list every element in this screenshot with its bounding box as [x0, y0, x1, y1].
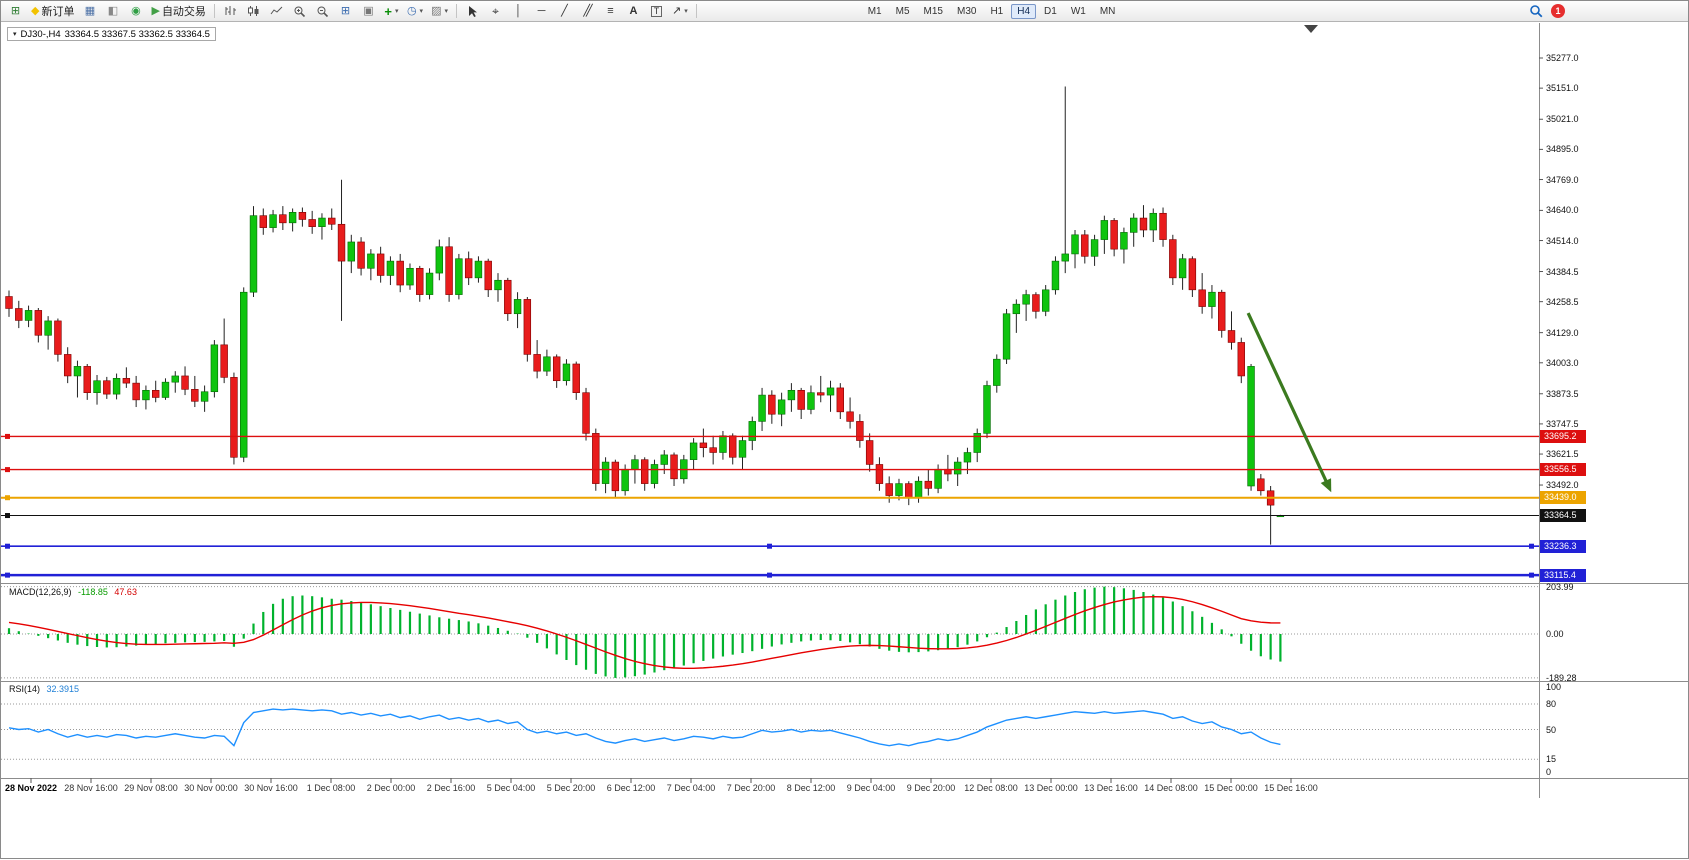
zoom-in-icon	[293, 5, 306, 18]
toolbar-separator	[213, 4, 215, 18]
templates-icon: ▨	[431, 4, 442, 17]
auto-trading-button[interactable]: ▶ 自动交易	[148, 2, 208, 20]
tile-windows-icon: ⊞	[340, 4, 351, 17]
channel-button[interactable]: ╱╱	[577, 2, 598, 20]
indicators-icon: +	[384, 3, 392, 19]
timeframe-button-mn[interactable]: MN	[1099, 5, 1116, 17]
timeframe-bar: M1 M5 M15 M30 H1 H4 D1 W1 MN	[861, 3, 1123, 19]
fibonacci-icon: ≡	[607, 4, 614, 17]
new-chart-button[interactable]: ⊞	[5, 2, 26, 20]
chevron-down-icon: ▾	[684, 8, 688, 15]
price-axis[interactable]	[1539, 22, 1689, 778]
trendline-icon: ╱	[561, 4, 568, 17]
macd-signal-line	[8, 595, 1281, 670]
trend-arrow-head	[1320, 478, 1332, 493]
cursor-button[interactable]	[462, 2, 483, 20]
timeframe-button-d1[interactable]: D1	[1044, 5, 1057, 17]
fibonacci-button[interactable]: ≡	[600, 2, 621, 20]
chevron-down-icon: ▾	[394, 8, 399, 15]
vertical-line-button[interactable]: │	[508, 2, 529, 20]
scroll-to-end-marker	[1304, 25, 1318, 33]
price-line-handle	[767, 572, 772, 578]
templates-button[interactable]: ▨ ▾	[428, 2, 451, 20]
price-line-handle	[5, 572, 10, 578]
price-line-handle	[5, 543, 10, 549]
line-chart-button[interactable]	[266, 2, 287, 20]
new-order-button[interactable]: ◆ 新订单	[28, 2, 77, 20]
rsi-line	[8, 708, 1281, 747]
navigator-icon: ◉	[131, 4, 141, 17]
cursor-icon	[467, 5, 478, 18]
timeframe-button-h1[interactable]: H1	[990, 5, 1004, 17]
text-label-icon: T	[650, 5, 663, 17]
horizontal-line-icon: ─	[537, 4, 546, 17]
search-icon[interactable]	[1529, 4, 1543, 18]
candles-layer	[5, 86, 1285, 545]
arrow-tool-icon: ↗	[671, 4, 682, 17]
price-line-handle	[1529, 543, 1534, 549]
auto-trading-label: 自动交易	[161, 6, 206, 18]
zoom-in-button[interactable]	[289, 2, 310, 20]
toolbar-right-icons: 1	[1529, 4, 1565, 18]
text-icon: A	[629, 4, 638, 17]
trendline-button[interactable]: ╱	[554, 2, 575, 20]
zoom-out-icon	[316, 5, 329, 18]
toolbar-separator	[695, 4, 697, 18]
text-label-button[interactable]: T	[646, 2, 667, 20]
data-window-button[interactable]: ◧	[102, 2, 123, 20]
cascade-windows-button[interactable]: ▣	[358, 2, 379, 20]
navigator-button[interactable]: ◉	[125, 2, 146, 20]
channel-icon: ╱╱	[583, 4, 592, 17]
timeframe-button-m15[interactable]: M15	[923, 5, 943, 17]
zoom-out-button[interactable]	[312, 2, 333, 20]
price-line-handle	[5, 495, 10, 501]
candlestick-chart-button[interactable]	[243, 2, 264, 20]
timeframe-button-h4[interactable]: H4	[1011, 3, 1037, 19]
price-line-handle	[1529, 572, 1534, 578]
timeframe-button-m5[interactable]: M5	[895, 5, 910, 17]
text-button[interactable]: A	[623, 2, 644, 20]
new-order-label: 新订单	[41, 6, 75, 18]
auto-trading-icon: ▶	[151, 4, 160, 17]
timeframe-button-m1[interactable]: M1	[867, 5, 882, 17]
periods-button[interactable]: ◷ ▾	[404, 2, 426, 20]
candlestick-chart-icon	[247, 5, 260, 17]
toolbar-separator	[455, 4, 457, 18]
clock-icon: ◷	[406, 4, 417, 17]
horizontal-line-button[interactable]: ─	[531, 2, 552, 20]
price-line-handle	[5, 513, 10, 519]
price-line-handle	[5, 433, 10, 439]
trend-arrow[interactable]	[1246, 312, 1331, 488]
new-chart-icon: ⊞	[10, 4, 21, 17]
crosshair-button[interactable]: ⌖	[485, 2, 506, 20]
arrows-tool-button[interactable]: ↗ ▾	[669, 2, 691, 20]
indicators-button[interactable]: + ▾	[381, 2, 402, 20]
chevron-down-icon: ▾	[444, 8, 448, 15]
bar-chart-button[interactable]	[220, 2, 241, 20]
timeframe-button-m30[interactable]: M30	[956, 5, 977, 17]
notification-badge[interactable]: 1	[1551, 4, 1565, 18]
toolbar: ⊞ ◆ 新订单 ▦ ◧ ◉ ▶ 自动交易 ⊞ ▣ + ▾ ◷ ▾ ▨ ▾ ⌖ │ ─ …	[1, 1, 1688, 22]
crosshair-icon: ⌖	[492, 4, 499, 18]
data-window-icon: ◧	[107, 4, 119, 17]
time-axis[interactable]	[1, 778, 1539, 798]
cascade-windows-icon: ▣	[363, 4, 374, 17]
bar-chart-icon	[224, 5, 237, 17]
price-line-handle	[767, 543, 772, 549]
line-chart-icon	[270, 5, 283, 17]
new-order-icon: ◆	[31, 4, 40, 17]
vertical-line-icon: │	[515, 4, 522, 17]
macd-histogram	[7, 586, 1282, 678]
chevron-down-icon: ▾	[419, 8, 424, 15]
tile-windows-button[interactable]: ⊞	[335, 2, 356, 20]
timeframe-button-w1[interactable]: W1	[1070, 5, 1086, 17]
market-watch-icon: ▦	[84, 4, 96, 17]
market-watch-button[interactable]: ▦	[79, 2, 100, 20]
price-line-handle	[5, 467, 10, 473]
